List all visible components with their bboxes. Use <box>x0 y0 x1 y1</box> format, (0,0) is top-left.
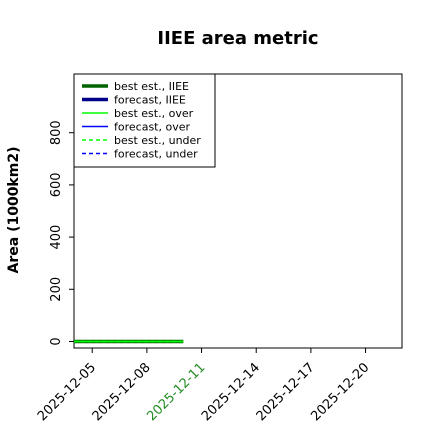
legend-label: forecast, under <box>114 148 198 161</box>
y-tick-label: 0 <box>49 337 64 345</box>
y-tick-label: 400 <box>49 225 64 250</box>
y-tick-label: 800 <box>49 120 64 145</box>
chart-title: IIEE area metric <box>157 28 318 49</box>
plot-area: 02004006008002025-12-052025-12-082025-12… <box>35 73 403 424</box>
legend-label: forecast, IIEE <box>114 94 186 107</box>
legend-label: best est., IIEE <box>114 80 189 93</box>
plot-frame <box>73 73 403 349</box>
legend-label: best est., over <box>114 107 194 120</box>
x-tick-label: 2025-12-20 <box>308 360 372 424</box>
y-tick-label: 200 <box>49 277 64 302</box>
legend-label: forecast, over <box>114 121 190 134</box>
legend-label: best est., under <box>114 134 201 147</box>
legend-box <box>73 73 216 168</box>
y-axis-label: Area (1000km2) <box>6 147 22 274</box>
y-tick-label: 600 <box>49 172 64 197</box>
